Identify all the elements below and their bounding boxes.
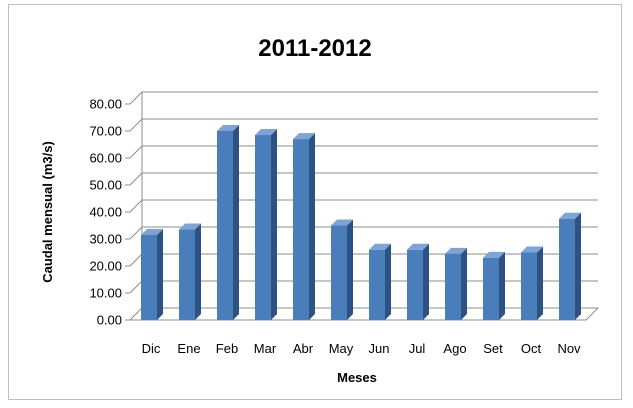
- bar: [407, 243, 429, 320]
- bar-side: [423, 243, 429, 320]
- bar-top: [445, 247, 467, 254]
- x-tick-label: Ene: [177, 341, 200, 356]
- x-axis-title: Meses: [337, 370, 377, 385]
- x-tick-label: Jun: [369, 341, 390, 356]
- bar-front: [369, 249, 385, 320]
- y-tick-label: 0.00: [97, 313, 122, 328]
- bar: [331, 219, 353, 320]
- bar-top: [369, 243, 391, 250]
- bar: [179, 223, 201, 320]
- y-axis-title: Caudal mensual (m3/s): [40, 141, 55, 283]
- bar: [217, 125, 239, 320]
- y-tick-label: 50.00: [89, 178, 122, 193]
- x-tick-label: Ago: [443, 341, 466, 356]
- bar: [255, 129, 277, 320]
- bar: [521, 246, 543, 320]
- chart-title: 2011-2012: [258, 35, 371, 62]
- y-tick-label: 70.00: [89, 124, 122, 139]
- bar-top: [141, 228, 163, 235]
- bar-side: [157, 228, 163, 320]
- bar-side: [575, 212, 581, 320]
- bar-side: [271, 129, 277, 320]
- bar: [483, 251, 505, 320]
- bar-top: [483, 251, 505, 258]
- x-tick-label: Dic: [142, 341, 161, 356]
- bar-side: [461, 247, 467, 320]
- y-tick-label: 30.00: [89, 232, 122, 247]
- gridline: [129, 199, 598, 213]
- bar-top: [407, 243, 429, 250]
- bar-side: [233, 125, 239, 320]
- bar-side: [385, 243, 391, 320]
- bar-top: [255, 129, 277, 136]
- bars: [141, 125, 581, 320]
- bar: [559, 212, 581, 320]
- bar-side: [499, 251, 505, 320]
- bar-top: [293, 133, 315, 140]
- bar: [445, 247, 467, 320]
- bar-front: [141, 234, 157, 320]
- x-tick-label: Feb: [216, 341, 238, 356]
- bar-front: [179, 229, 195, 320]
- gridline: [129, 145, 598, 159]
- y-axis-ticks: 0.00 10.00 20.00 30.00 40.00 50.00 60.00 70.00 8…: [89, 97, 130, 328]
- bar-top: [331, 219, 353, 226]
- x-tick-label: Nov: [557, 341, 581, 356]
- bar-front: [483, 257, 499, 320]
- gridline: [129, 91, 598, 105]
- bar-side: [195, 223, 201, 320]
- y-tick-label: 40.00: [89, 205, 122, 220]
- bar-top: [559, 212, 581, 219]
- bar-side: [347, 219, 353, 320]
- bar-top: [179, 223, 201, 230]
- bar-front: [331, 225, 347, 320]
- bar-top: [217, 125, 239, 131]
- bar-front: [255, 135, 271, 320]
- bar-front: [217, 131, 233, 320]
- bar: [141, 228, 163, 320]
- x-tick-label: Oct: [521, 341, 542, 356]
- x-tick-label: Abr: [293, 341, 314, 356]
- x-tick-label: Set: [483, 341, 503, 356]
- gridline: [129, 226, 598, 240]
- y-tick-label: 80.00: [89, 97, 122, 112]
- bar: [293, 133, 315, 320]
- x-tick-label: Jul: [409, 341, 426, 356]
- bar-front: [559, 218, 575, 320]
- bar-top: [521, 246, 543, 253]
- bar-side: [309, 133, 315, 320]
- bar-side: [537, 246, 543, 320]
- gridline: [129, 172, 598, 186]
- bar-front: [445, 253, 461, 320]
- bar-front: [521, 252, 537, 320]
- x-tick-label: May: [329, 341, 354, 356]
- gridline: [129, 118, 598, 132]
- y-tick-label: 10.00: [89, 286, 122, 301]
- x-tick-label: Mar: [254, 341, 277, 356]
- bar-front: [407, 249, 423, 320]
- bar: [369, 243, 391, 320]
- y-tick-label: 60.00: [89, 151, 122, 166]
- x-axis-ticks: Dic Ene Feb Mar Abr May Jun Jul Ago Set Oct Nov: [142, 341, 581, 356]
- y-tick-label: 20.00: [89, 259, 122, 274]
- plot-area: [129, 91, 600, 321]
- bar-front: [293, 139, 309, 320]
